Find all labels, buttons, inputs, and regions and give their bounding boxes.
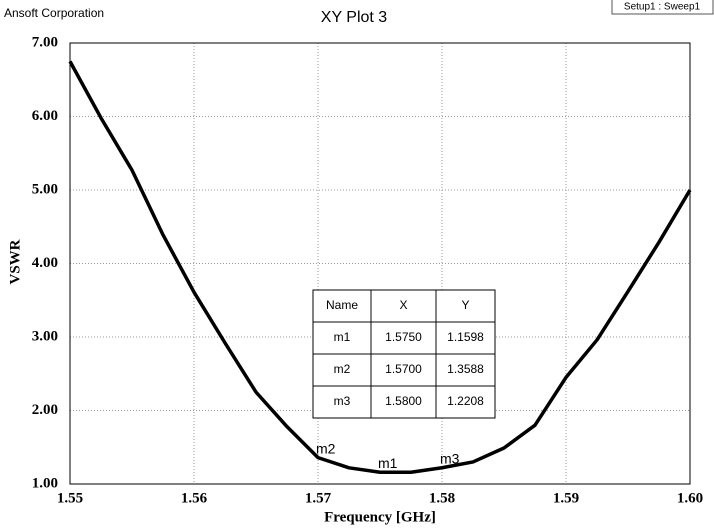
marker-label: m1: [378, 455, 398, 471]
y-tick-label: 3.00: [32, 328, 58, 344]
x-tick-label: 1.56: [181, 490, 208, 506]
table-cell-text: 1.3588: [447, 362, 484, 376]
x-tick-label: 1.58: [429, 490, 455, 506]
y-axis-label: VSWR: [7, 239, 23, 284]
series-line: [68, 60, 692, 475]
table-cell-text: 1.2208: [447, 394, 484, 408]
x-tick-label: 1.55: [57, 490, 83, 506]
y-tick-label: 1.00: [32, 475, 58, 491]
table-cell-text: m3: [334, 394, 351, 408]
y-tick-label: 5.00: [32, 181, 58, 197]
table-cell-text: 1.5700: [385, 362, 422, 376]
y-tick-label: 7.00: [32, 34, 58, 50]
table-cell-text: 1.5750: [385, 330, 422, 344]
legend-entry: Setup1 : Sweep1: [624, 2, 701, 13]
table-header: X: [399, 298, 407, 312]
y-tick-label: 4.00: [32, 255, 58, 271]
x-axis-label: Frequency [GHz]: [324, 509, 436, 525]
chart-title: XY Plot 3: [321, 9, 388, 26]
company: Ansoft Corporation: [4, 6, 104, 20]
table-header: Name: [326, 298, 358, 312]
marker-label: m3: [440, 450, 460, 466]
table-header: Y: [461, 298, 469, 312]
y-tick-label: 2.00: [32, 402, 58, 418]
y-tick-label: 6.00: [32, 108, 58, 124]
x-tick-label: 1.59: [553, 490, 579, 506]
x-tick-label: 1.60: [677, 490, 703, 506]
table-cell: [435, 385, 496, 419]
legend-box: [611, 0, 714, 15]
table-cell-text: m1: [334, 330, 351, 344]
table-cell-text: 1.5800: [385, 394, 422, 408]
table-cell-text: 1.1598: [447, 330, 484, 344]
marker-label: m2: [316, 440, 336, 456]
table-cell-text: m2: [334, 362, 351, 376]
plot-frame: [69, 42, 691, 485]
x-tick-label: 1.57: [305, 490, 332, 506]
